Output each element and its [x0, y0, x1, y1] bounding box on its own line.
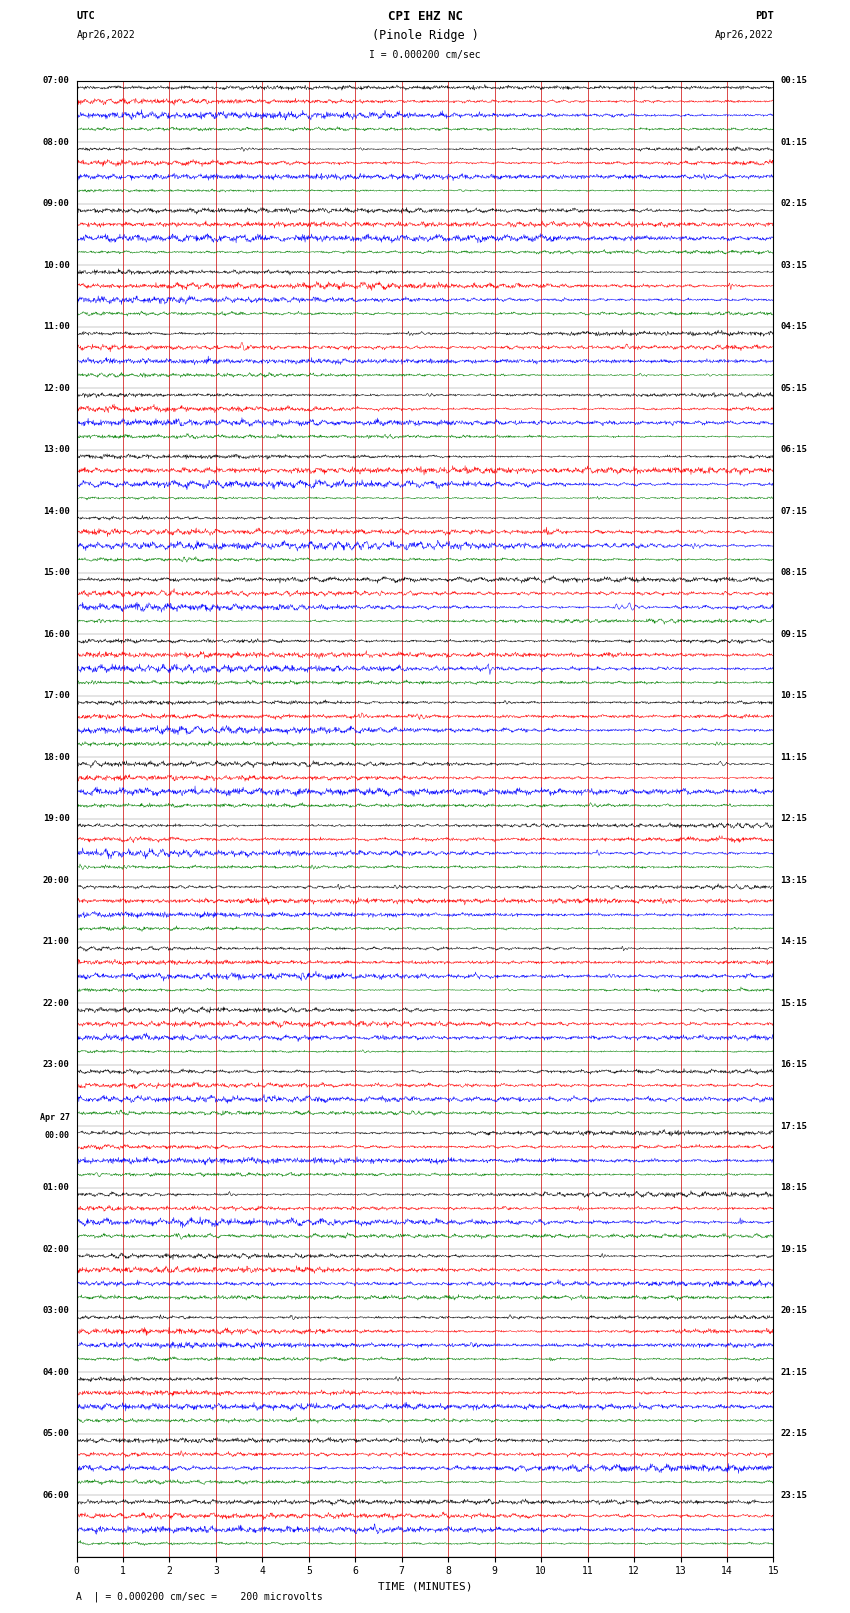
Text: 04:00: 04:00 — [42, 1368, 70, 1376]
Text: 05:15: 05:15 — [780, 384, 808, 392]
Text: 07:15: 07:15 — [780, 506, 808, 516]
Text: 22:00: 22:00 — [42, 998, 70, 1008]
Text: 14:00: 14:00 — [42, 506, 70, 516]
Text: Apr26,2022: Apr26,2022 — [76, 31, 135, 40]
Text: 17:15: 17:15 — [780, 1121, 808, 1131]
Text: 11:00: 11:00 — [42, 323, 70, 331]
Text: CPI EHZ NC: CPI EHZ NC — [388, 10, 462, 23]
Text: 21:00: 21:00 — [42, 937, 70, 947]
Text: 15:00: 15:00 — [42, 568, 70, 577]
Text: 17:00: 17:00 — [42, 690, 70, 700]
Text: 16:00: 16:00 — [42, 629, 70, 639]
Text: 23:15: 23:15 — [780, 1490, 808, 1500]
Text: 14:15: 14:15 — [780, 937, 808, 947]
Text: 02:00: 02:00 — [42, 1245, 70, 1253]
Text: 09:00: 09:00 — [42, 198, 70, 208]
Text: 01:15: 01:15 — [780, 137, 808, 147]
Text: 04:15: 04:15 — [780, 323, 808, 331]
Text: 13:00: 13:00 — [42, 445, 70, 455]
Text: 10:00: 10:00 — [42, 261, 70, 269]
Text: 11:15: 11:15 — [780, 753, 808, 761]
Text: 02:15: 02:15 — [780, 198, 808, 208]
Text: 05:00: 05:00 — [42, 1429, 70, 1439]
Text: Apr 27: Apr 27 — [40, 1113, 70, 1121]
Text: I = 0.000200 cm/sec: I = 0.000200 cm/sec — [369, 50, 481, 60]
Text: 06:00: 06:00 — [42, 1490, 70, 1500]
Text: 19:00: 19:00 — [42, 815, 70, 823]
Text: 03:00: 03:00 — [42, 1307, 70, 1315]
Text: 18:15: 18:15 — [780, 1182, 808, 1192]
Text: A  | = 0.000200 cm/sec =    200 microvolts: A | = 0.000200 cm/sec = 200 microvolts — [76, 1592, 323, 1602]
Text: (Pinole Ridge ): (Pinole Ridge ) — [371, 29, 479, 42]
Text: 20:00: 20:00 — [42, 876, 70, 884]
Text: 00:00: 00:00 — [44, 1131, 70, 1139]
Text: 19:15: 19:15 — [780, 1245, 808, 1253]
Text: 03:15: 03:15 — [780, 261, 808, 269]
Text: 18:00: 18:00 — [42, 753, 70, 761]
Text: 06:15: 06:15 — [780, 445, 808, 455]
Text: 09:15: 09:15 — [780, 629, 808, 639]
Text: PDT: PDT — [755, 11, 774, 21]
Text: 08:15: 08:15 — [780, 568, 808, 577]
Text: 15:15: 15:15 — [780, 998, 808, 1008]
Text: 22:15: 22:15 — [780, 1429, 808, 1439]
Text: 23:00: 23:00 — [42, 1060, 70, 1069]
Text: 20:15: 20:15 — [780, 1307, 808, 1315]
Text: 07:00: 07:00 — [42, 76, 70, 85]
Text: 08:00: 08:00 — [42, 137, 70, 147]
Text: 21:15: 21:15 — [780, 1368, 808, 1376]
Text: 10:15: 10:15 — [780, 690, 808, 700]
Text: 00:15: 00:15 — [780, 76, 808, 85]
Text: Apr26,2022: Apr26,2022 — [715, 31, 774, 40]
Text: 01:00: 01:00 — [42, 1182, 70, 1192]
Text: 16:15: 16:15 — [780, 1060, 808, 1069]
Text: 12:15: 12:15 — [780, 815, 808, 823]
X-axis label: TIME (MINUTES): TIME (MINUTES) — [377, 1582, 473, 1592]
Text: 13:15: 13:15 — [780, 876, 808, 884]
Text: UTC: UTC — [76, 11, 95, 21]
Text: 12:00: 12:00 — [42, 384, 70, 392]
